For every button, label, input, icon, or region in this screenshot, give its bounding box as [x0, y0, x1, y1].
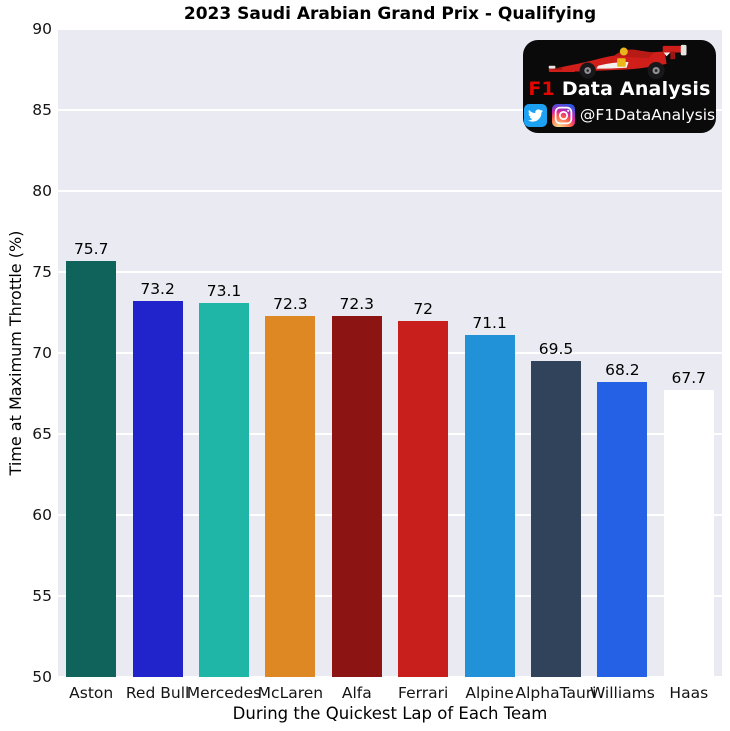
xtick-label-red-bull: Red Bull — [125, 684, 190, 702]
ytick-label-55: 55 — [32, 587, 52, 605]
bar-value-mercedes: 73.1 — [206, 281, 242, 300]
bar-value-williams: 68.2 — [605, 361, 640, 380]
ytick-label-50: 50 — [32, 668, 52, 686]
gridline-75 — [58, 271, 722, 273]
gridline-65 — [58, 433, 722, 435]
xtick-label-williams: Williams — [589, 684, 655, 702]
gridline-90 — [58, 29, 722, 30]
ytick-label-75: 75 — [32, 263, 52, 281]
bar-value-ferrari: 72 — [413, 299, 434, 318]
bar-williams — [597, 382, 648, 677]
x-axis-title: During the Quickest Lap of Each Team — [232, 704, 548, 723]
f1-car-icon — [548, 44, 686, 80]
bar-haas — [663, 390, 714, 677]
xtick-label-mercedes: Mercedes — [186, 684, 262, 702]
instagram-icon — [551, 103, 575, 127]
bar-value-red-bull: 73.2 — [140, 280, 175, 299]
ytick-label-90: 90 — [32, 20, 52, 38]
bar-value-alpine: 71.1 — [472, 314, 507, 333]
bar-ferrari — [398, 320, 449, 677]
xtick-label-alphatauri: AlphaTauri — [515, 684, 597, 702]
ytick-label-85: 85 — [32, 101, 52, 119]
bar-alpine — [464, 335, 515, 677]
brand-text: F1 Data Analysis — [528, 79, 710, 100]
chart-title: 2023 Saudi Arabian Grand Prix - Qualifyi… — [183, 4, 597, 24]
ytick-label-60: 60 — [32, 506, 52, 524]
plot-area: 75.7 73.2 73.1 72.3 72.3 72 71.1 69.5 68.2 67.7 — [58, 29, 722, 677]
bar-alfa — [331, 315, 382, 677]
bar-alphatauri — [531, 361, 581, 677]
bar-aston — [66, 260, 117, 677]
bar-value-alphatauri: 69.5 — [538, 340, 574, 359]
twitter-icon — [523, 103, 547, 127]
bar-value-aston: 75.7 — [73, 239, 109, 258]
gridline-85 — [58, 109, 722, 111]
xtick-label-mclaren: McLaren — [257, 684, 324, 702]
brand-rest: Data Analysis — [561, 78, 711, 100]
social-row: @F1DataAnalysis — [523, 103, 716, 127]
gridline-60 — [58, 514, 722, 516]
xtick-label-ferrari: Ferrari — [398, 684, 449, 702]
watermark-logo: F1 Data Analysis @F1DataAnalysis — [523, 40, 716, 133]
bar-mclaren — [265, 315, 316, 677]
bar-value-haas: 67.7 — [671, 369, 707, 388]
xtick-label-aston: Aston — [69, 684, 114, 702]
xtick-label-haas: Haas — [669, 684, 709, 702]
gridline-50 — [58, 676, 722, 677]
brand-f1: F1 — [528, 78, 555, 100]
ytick-label-65: 65 — [32, 425, 52, 443]
social-handle: @F1DataAnalysis — [579, 106, 716, 125]
xtick-label-alfa: Alfa — [341, 684, 372, 702]
gridline-70 — [58, 352, 722, 354]
bar-value-mclaren: 72.3 — [273, 294, 308, 313]
ytick-label-80: 80 — [32, 182, 52, 200]
bar-red-bull — [132, 301, 183, 677]
xtick-label-alpine: Alpine — [465, 684, 514, 702]
bar-mercedes — [199, 302, 249, 677]
gridline-55 — [58, 595, 722, 597]
gridline-80 — [58, 190, 722, 192]
ytick-label-70: 70 — [32, 344, 52, 362]
bar-value-alfa: 72.3 — [339, 294, 375, 313]
